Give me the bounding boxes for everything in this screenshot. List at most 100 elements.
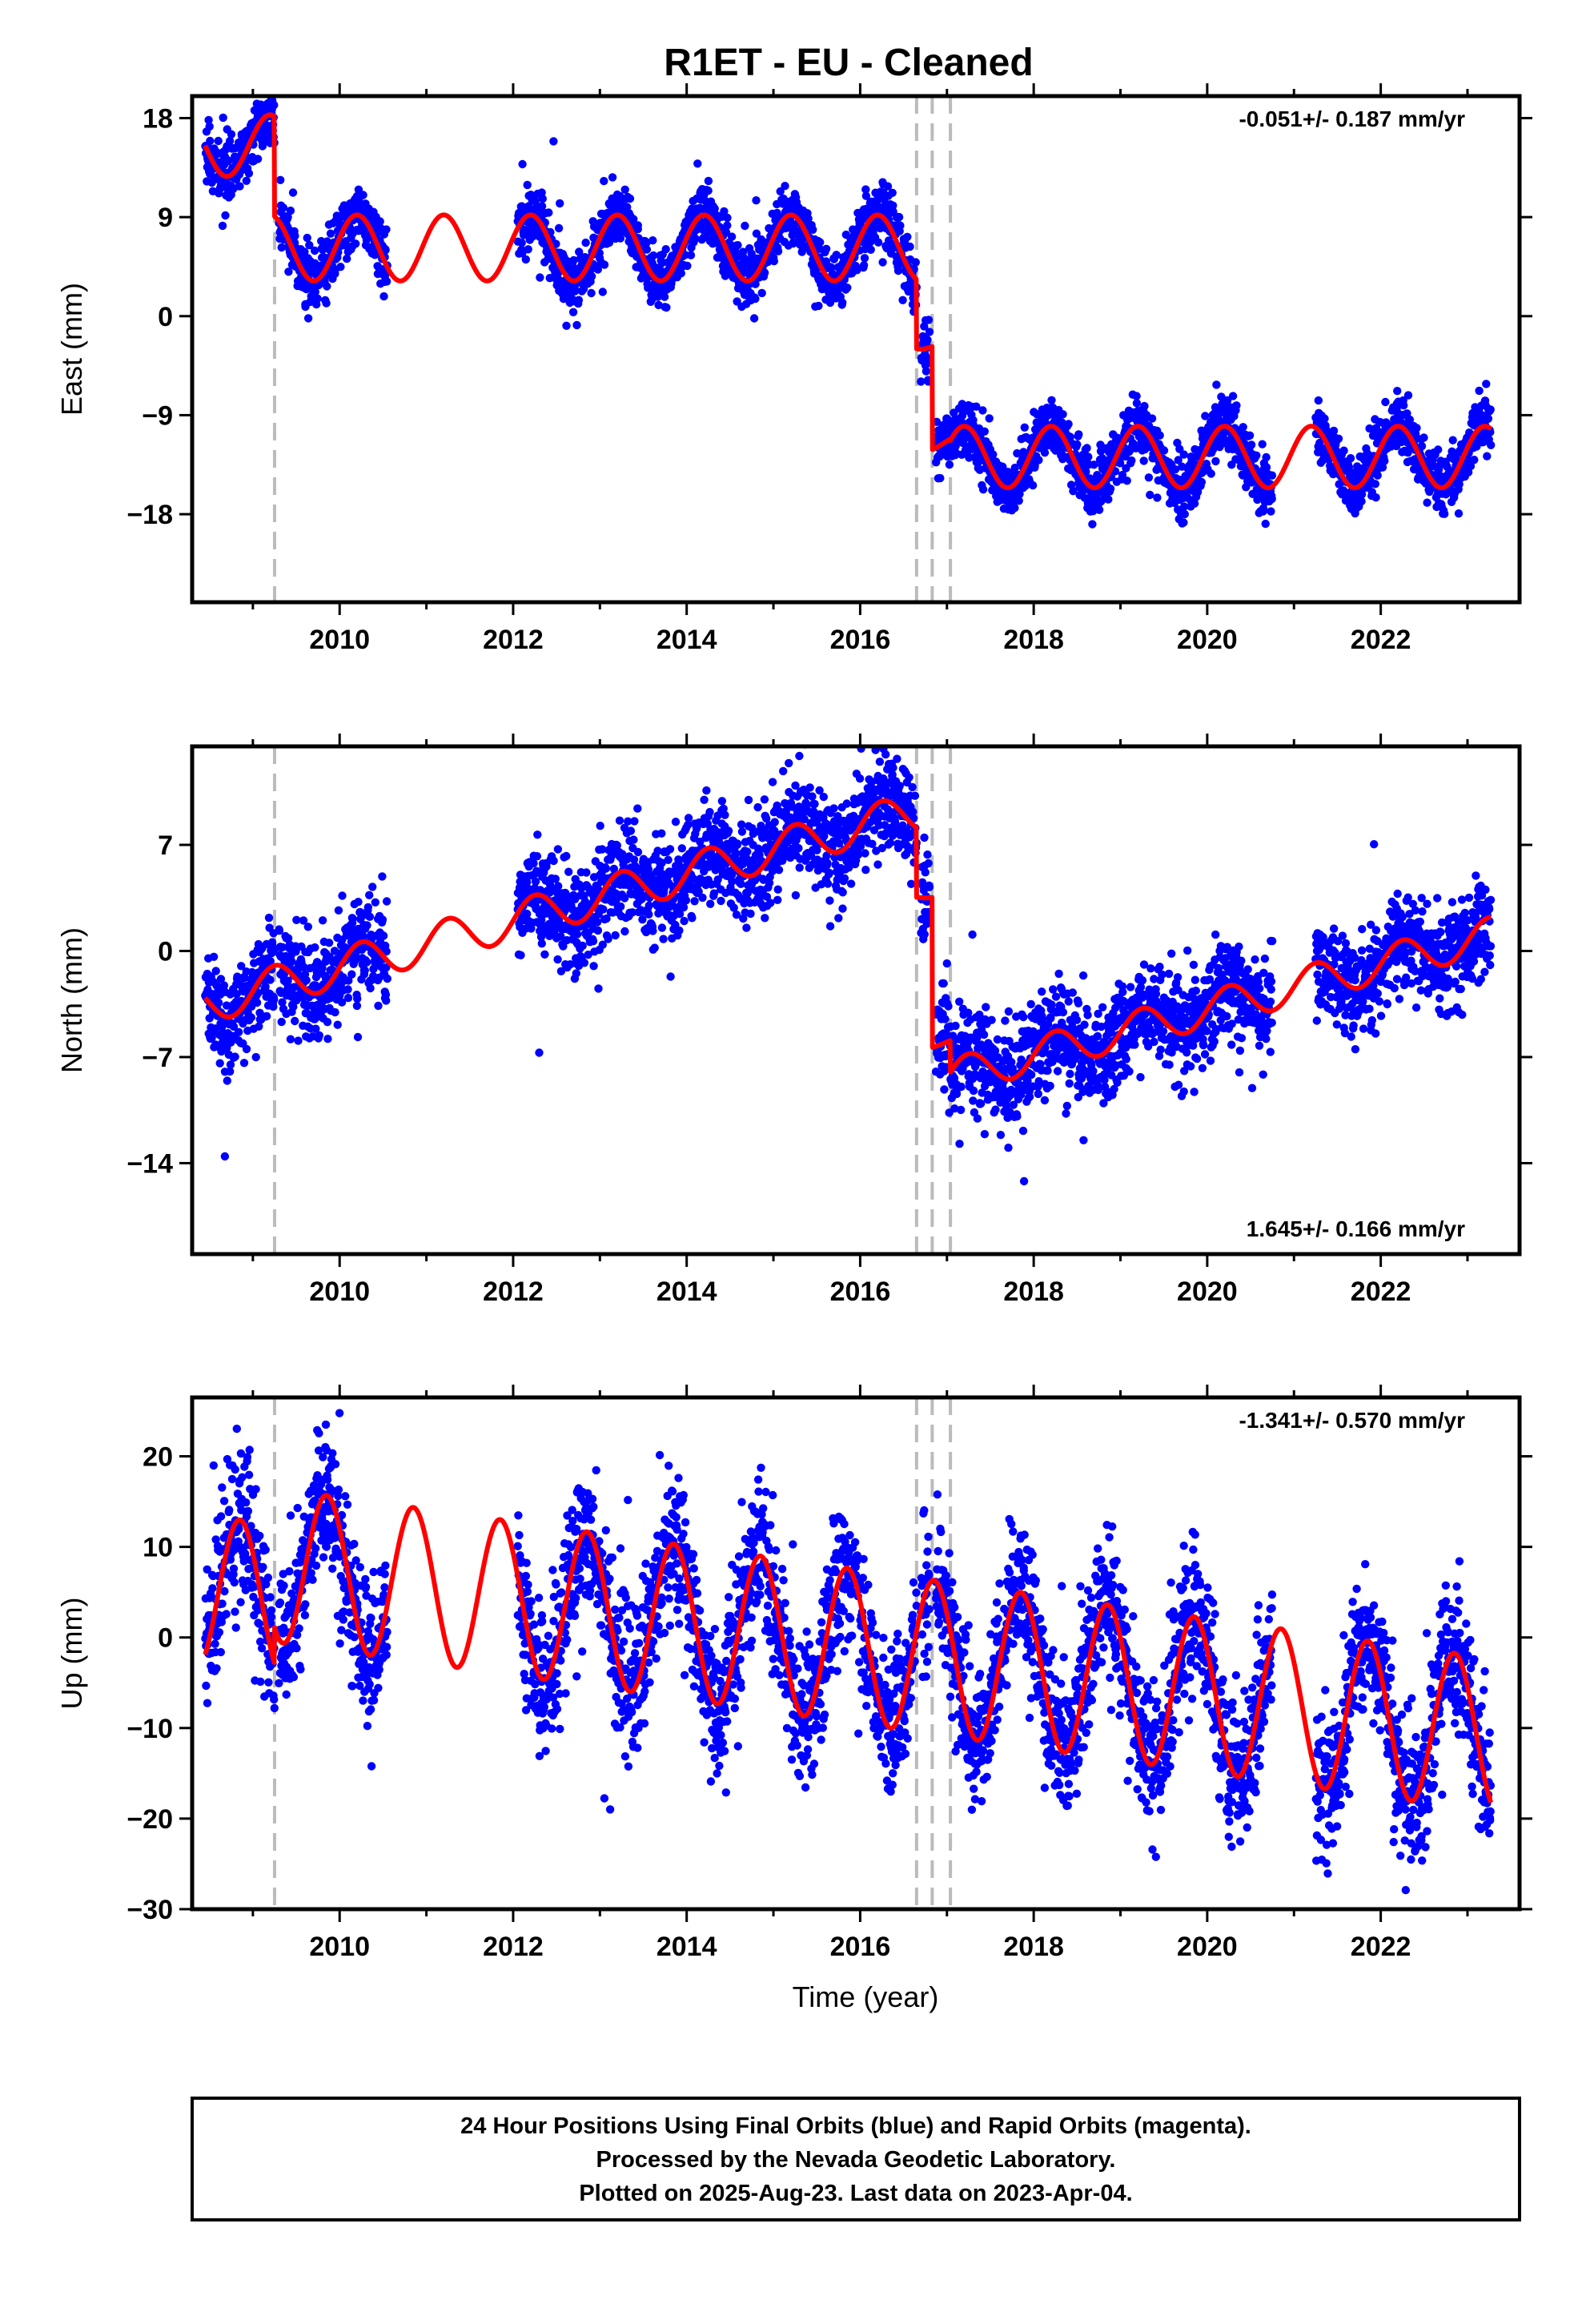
- east-data-point: [1482, 380, 1491, 388]
- east-data-point: [1261, 519, 1270, 529]
- north-data-point: [698, 893, 707, 903]
- east-data-point: [1399, 401, 1408, 410]
- east-data-point: [313, 294, 322, 303]
- east-data-point: [1483, 452, 1492, 460]
- north-data-point: [231, 1052, 239, 1061]
- north-data-point: [553, 955, 562, 964]
- north-data-point: [705, 807, 714, 817]
- east-data-point: [683, 261, 692, 271]
- east-data-point: [288, 188, 298, 197]
- north-data-point: [242, 1044, 251, 1054]
- north-data-point: [535, 1048, 544, 1057]
- east-data-point: [620, 185, 629, 194]
- east-data-point: [1258, 440, 1267, 448]
- east-data-point: [343, 254, 351, 263]
- east-data-point: [660, 292, 669, 301]
- north-data-point: [737, 820, 746, 829]
- east-data-point: [1448, 436, 1457, 444]
- east-data-point: [1475, 386, 1484, 396]
- north-data-point: [334, 906, 343, 915]
- east-data-point: [752, 196, 761, 205]
- east-data-point: [741, 221, 749, 231]
- east-data-point: [286, 206, 295, 215]
- east-data-point: [1334, 434, 1343, 443]
- east-data-point: [351, 239, 360, 248]
- north-data-point: [318, 916, 327, 925]
- north-data-point: [564, 867, 573, 876]
- north-data-point: [633, 847, 643, 857]
- north-data-point: [247, 1013, 255, 1022]
- east-data-point: [521, 255, 530, 264]
- east-data-point: [379, 292, 388, 301]
- east-data-point: [323, 282, 331, 291]
- east-data-point: [300, 247, 309, 256]
- east-data-point: [227, 130, 236, 139]
- east-data-point: [593, 265, 602, 274]
- north-data-point: [354, 898, 363, 907]
- east-data-point: [326, 229, 335, 238]
- east-data-point: [1380, 456, 1389, 465]
- north-data-point: [239, 1059, 249, 1068]
- east-data-point: [291, 231, 299, 240]
- east-data-point: [524, 245, 532, 254]
- east-data-point: [642, 239, 651, 247]
- east-data-point: [608, 173, 617, 182]
- north-data-point: [378, 872, 387, 881]
- east-data-point: [221, 211, 230, 220]
- east-data-point: [587, 288, 596, 298]
- north-data-point: [366, 983, 375, 993]
- east-x-tick-label: 2020: [1177, 625, 1238, 655]
- north-data-point: [702, 786, 711, 795]
- east-data-point: [1127, 456, 1136, 465]
- north-data-point: [311, 943, 319, 952]
- north-data-point: [286, 1035, 295, 1043]
- east-data-point: [556, 199, 564, 208]
- north-data-point: [700, 795, 709, 804]
- east-data-point: [303, 314, 313, 323]
- north-data-point: [368, 883, 377, 891]
- east-data-point: [860, 254, 869, 263]
- east-data-point: [1058, 410, 1067, 419]
- east-data-point: [554, 223, 564, 233]
- north-data-point: [620, 927, 629, 936]
- north-data-point: [215, 1059, 224, 1068]
- east-y-tick-label: 9: [158, 203, 173, 233]
- east-data-point: [1232, 401, 1241, 410]
- east-data-point: [303, 233, 311, 243]
- north-data-point: [251, 1052, 260, 1062]
- north-data-point: [323, 1035, 332, 1043]
- east-data-point: [866, 245, 875, 254]
- north-data-point: [353, 994, 362, 1003]
- east-data-point: [1147, 414, 1157, 423]
- north-data-point: [363, 958, 371, 967]
- east-data-point: [244, 169, 254, 178]
- north-data-point: [516, 951, 525, 960]
- east-data-point: [259, 139, 267, 148]
- north-data-point: [324, 939, 334, 947]
- east-data-point: [572, 320, 581, 330]
- east-data-point: [225, 136, 235, 146]
- east-data-point: [1047, 396, 1056, 404]
- north-data-point: [554, 882, 563, 891]
- east-data-point: [1074, 430, 1083, 439]
- north-data-point: [553, 845, 563, 854]
- east-data-point: [1153, 493, 1162, 502]
- north-data-point: [303, 923, 312, 931]
- north-data-point: [365, 891, 374, 900]
- east-data-point: [1155, 431, 1164, 440]
- east-data-point: [936, 473, 945, 483]
- east-data-point: [1211, 456, 1220, 466]
- north-data-point: [690, 897, 699, 906]
- east-data-point: [894, 212, 904, 222]
- north-data-point: [262, 1011, 271, 1021]
- east-data-point: [625, 194, 635, 203]
- east-data-point: [1346, 454, 1355, 463]
- east-data-point: [924, 316, 934, 324]
- east-data-point: [978, 406, 987, 415]
- north-data-point: [343, 993, 353, 1003]
- east-data-point: [568, 308, 578, 316]
- north-data-point: [580, 959, 589, 967]
- east-data-point: [1487, 440, 1496, 449]
- east-data-point: [1144, 473, 1154, 482]
- east-data-point: [843, 283, 852, 292]
